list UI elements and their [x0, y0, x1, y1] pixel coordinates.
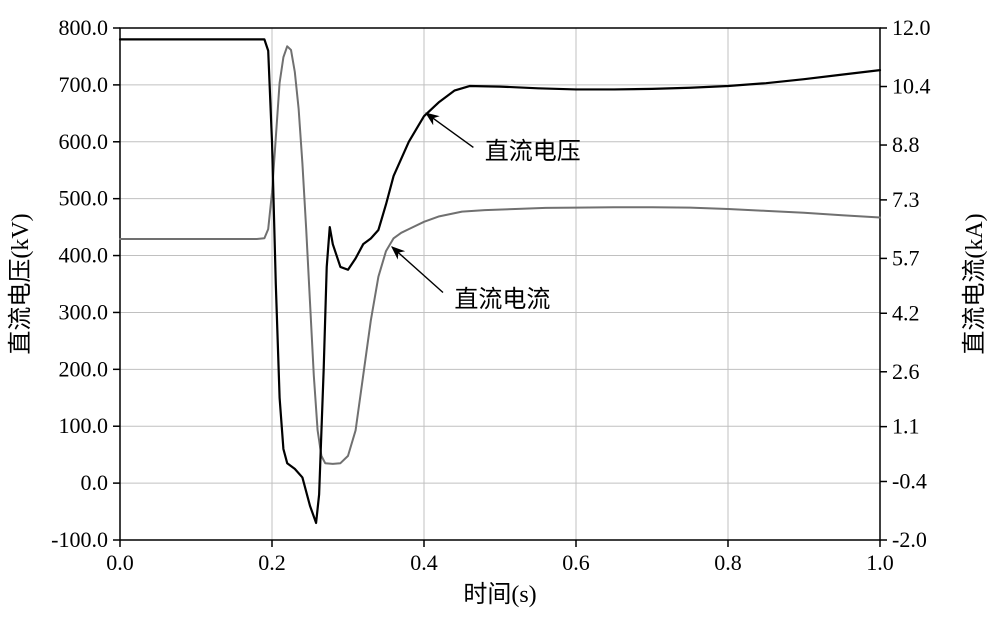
- x-tick-label: 0.6: [562, 550, 590, 575]
- y-left-tick-label: 600.0: [59, 129, 109, 154]
- y-left-tick-label: 300.0: [59, 299, 109, 324]
- x-axis-label: 时间(s): [463, 581, 536, 608]
- y-right-tick-label: 12.0: [892, 15, 931, 40]
- y-left-tick-label: 500.0: [59, 186, 109, 211]
- x-tick-label: 0.2: [258, 550, 286, 575]
- y-left-tick-label: 800.0: [59, 15, 109, 40]
- y-right-tick-label: -2.0: [892, 527, 927, 552]
- y-left-tick-label: 200.0: [59, 356, 109, 381]
- x-tick-label: 1.0: [866, 550, 894, 575]
- dual-axis-line-chart: 0.00.20.40.60.81.0时间(s)-100.00.0100.0200…: [0, 0, 1000, 620]
- annotation-label: 直流电流: [454, 286, 550, 313]
- y-right-tick-label: 2.6: [892, 359, 920, 384]
- x-tick-label: 0.8: [714, 550, 742, 575]
- y-right-tick-label: 7.3: [892, 187, 920, 212]
- y-right-tick-label: 8.8: [892, 132, 920, 157]
- x-tick-label: 0.0: [106, 550, 134, 575]
- chart-svg: 0.00.20.40.60.81.0时间(s)-100.00.0100.0200…: [0, 0, 1000, 620]
- y-left-tick-label: 700.0: [59, 72, 109, 97]
- y-right-tick-label: 10.4: [892, 74, 931, 99]
- y-left-tick-label: 0.0: [81, 470, 109, 495]
- y-left-tick-label: 400.0: [59, 243, 109, 268]
- y-left-tick-label: 100.0: [59, 413, 109, 438]
- y-left-tick-label: -100.0: [51, 527, 108, 552]
- x-tick-label: 0.4: [410, 550, 438, 575]
- annotation-label: 直流电压: [485, 138, 581, 165]
- y-left-axis-label: 直流电压(kV): [7, 213, 34, 354]
- y-right-tick-label: 4.2: [892, 300, 920, 325]
- y-right-tick-label: -0.4: [892, 468, 927, 493]
- y-right-axis-label: 直流电流(kA): [961, 213, 988, 354]
- y-right-tick-label: 1.1: [892, 414, 920, 439]
- y-right-tick-label: 5.7: [892, 245, 920, 270]
